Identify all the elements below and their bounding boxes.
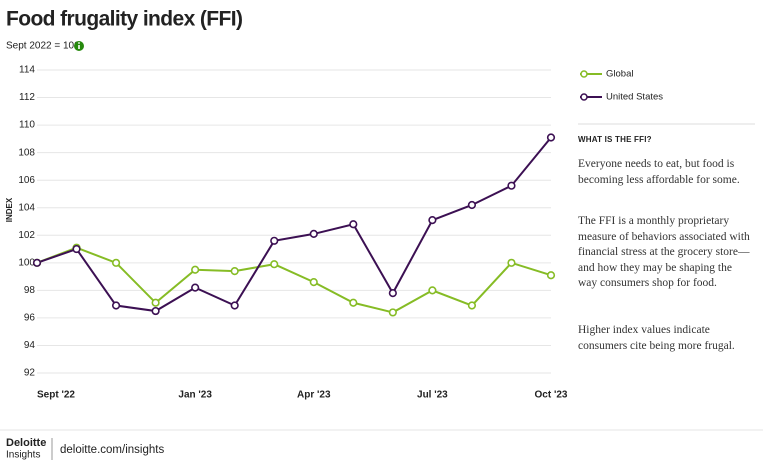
- data-point: [270, 260, 279, 269]
- data-point: [467, 301, 477, 310]
- data-point: [230, 266, 239, 276]
- data-point: [270, 236, 279, 245]
- data-point: [111, 258, 121, 267]
- x-tick-label: Jul '23: [417, 390, 448, 401]
- data-point: [230, 301, 239, 310]
- data-point: [546, 271, 556, 280]
- series-line: [36, 136, 552, 313]
- x-tick-label: Sept '22: [37, 390, 75, 401]
- y-tick-label: 102: [18, 230, 35, 241]
- data-point: [388, 289, 397, 298]
- legend-marker: [580, 70, 588, 78]
- data-point: [349, 220, 358, 229]
- y-tick-label: 94: [24, 340, 36, 351]
- data-point: [507, 258, 516, 267]
- y-axis-label: INDEX: [5, 197, 14, 222]
- y-tick-label: 108: [18, 147, 35, 158]
- data-point: [309, 229, 318, 239]
- data-point: [191, 283, 200, 292]
- x-tick-label: Jan '23: [178, 390, 212, 401]
- legend-label: United States: [606, 92, 663, 103]
- sidebar-paragraph: The FFI is a monthly proprietary measure…: [578, 215, 750, 289]
- series-line: [36, 246, 552, 314]
- x-tick-label: Oct '23: [535, 390, 568, 401]
- y-tick-label: 110: [19, 120, 35, 131]
- data-point: [111, 301, 121, 310]
- y-tick-label: 104: [18, 202, 35, 213]
- data-point: [546, 133, 556, 142]
- legend-marker: [580, 93, 588, 101]
- sidebar-paragraph: Higher index values indicate consumers c…: [578, 324, 735, 352]
- chart-title: Food frugality index (FFI): [6, 8, 242, 31]
- data-point: [428, 216, 437, 225]
- y-tick-label: 92: [24, 368, 36, 379]
- data-point: [428, 286, 437, 295]
- data-point: [151, 298, 160, 307]
- y-tick-label: 100: [18, 257, 35, 268]
- footer-brand-sub: Insights: [6, 450, 40, 461]
- data-point: [349, 298, 358, 307]
- x-tick-label: Apr '23: [297, 390, 331, 401]
- y-tick-label: 112: [19, 92, 35, 103]
- footer-brand: Deloitte: [6, 437, 46, 449]
- data-point: [151, 306, 160, 316]
- data-point: [32, 258, 42, 267]
- info-icon[interactable]: [74, 41, 84, 51]
- data-point: [388, 308, 397, 317]
- chart-subtitle: Sept 2022 = 100: [6, 41, 80, 52]
- y-tick-label: 106: [18, 175, 35, 186]
- sidebar-paragraph: Everyone needs to eat, but food is becom…: [578, 158, 740, 186]
- legend-label: Global: [606, 69, 633, 80]
- y-tick-label: 96: [24, 313, 36, 324]
- data-point: [309, 278, 318, 287]
- data-point: [507, 181, 516, 190]
- sidebar-heading: WHAT IS THE FFI?: [578, 135, 652, 144]
- footer-url[interactable]: deloitte.com/insights: [60, 444, 164, 456]
- data-point: [191, 265, 200, 274]
- y-tick-label: 98: [24, 285, 36, 296]
- y-tick-label: 114: [19, 65, 35, 76]
- data-point: [72, 244, 81, 254]
- data-point: [467, 200, 477, 210]
